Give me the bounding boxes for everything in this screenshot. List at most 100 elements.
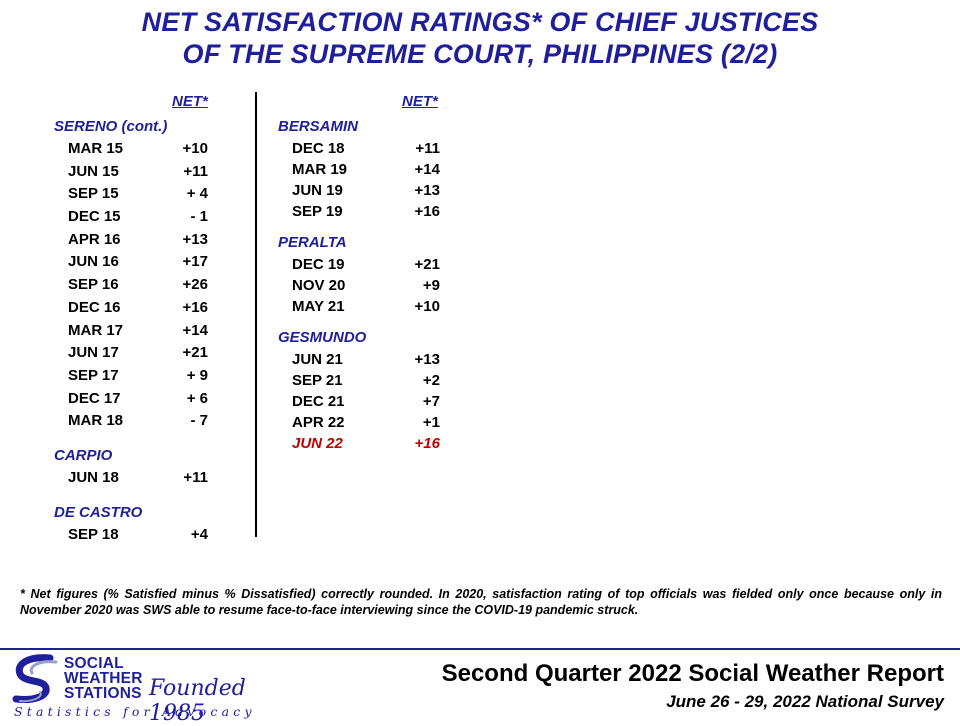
survey-period: DEC 21 (292, 393, 345, 410)
net-rating-value: +13 (182, 230, 208, 248)
survey-period: SEP 19 (292, 203, 343, 220)
left-column: NET* SERENO (cont.) MAR 15 +10 JUN 15 +11 SEP… (54, 92, 254, 546)
survey-period: MAR 18 (68, 412, 124, 430)
right-column-body: BERSAMIN DEC 18 +11 MAR 19 +14 JUN 19 +13 SEP 1… (278, 116, 478, 454)
net-rating-value: +9 (422, 277, 440, 294)
rating-row: MAR 19 +14 (278, 159, 478, 180)
rating-row: SEP 19 +16 (278, 201, 478, 222)
survey-period: SEP 15 (68, 185, 119, 203)
net-rating-value: +4 (190, 525, 208, 543)
survey-period: MAR 19 (292, 161, 348, 178)
net-rating-value: + 9 (186, 366, 208, 384)
rating-row: DEC 21 +7 (278, 391, 478, 412)
logo-founded: Founded 1985 (149, 676, 246, 726)
rating-row: JUN 15 +11 (54, 161, 254, 184)
survey-period: DEC 18 (292, 140, 345, 157)
net-rating-value: +11 (415, 140, 440, 157)
rating-row: SEP 15 + 4 (54, 183, 254, 206)
report-subtitle: June 26 - 29, 2022 National Survey (666, 692, 944, 711)
page-title: NET SATISFACTION RATINGS* OF CHIEF JUSTI… (0, 6, 960, 70)
net-rating-value: + 4 (186, 185, 208, 203)
sws-logo: SOCIAL WEATHER STATIONS Founded 1985 Sta… (10, 654, 290, 726)
survey-period: JUN 15 (68, 162, 119, 180)
survey-period: DEC 15 (68, 208, 121, 226)
net-rating-value: +13 (414, 351, 440, 368)
group-spacer (278, 317, 478, 327)
rating-row: MAY 21 +10 (278, 296, 478, 317)
net-rating-value: +2 (422, 372, 440, 389)
rating-row: DEC 19 +21 (278, 254, 478, 275)
net-rating-value: +11 (183, 162, 208, 180)
report-title: Second Quarter 2022 Social Weather Repor… (441, 660, 944, 687)
group-spacer (278, 222, 478, 232)
net-rating-value: +7 (422, 393, 440, 410)
rating-row: APR 16 +13 (54, 229, 254, 252)
survey-period: JUN 18 (68, 468, 119, 486)
rating-row: JUN 17 +21 (54, 342, 254, 365)
logo-line-2: WEATHER (64, 670, 143, 687)
net-header-right: NET* (402, 93, 438, 110)
chief-justice-name: CARPIO (54, 446, 113, 464)
rating-row: MAR 17 +14 (54, 320, 254, 343)
footnote: * Net figures (% Satisfied minus % Dissa… (20, 587, 942, 617)
survey-period: MAR 15 (68, 140, 124, 157)
rating-row: APR 22 +1 (278, 412, 478, 433)
survey-period: JUN 16 (68, 253, 119, 271)
net-rating-value: - 7 (190, 412, 208, 430)
survey-period: SEP 18 (68, 525, 119, 543)
net-rating-value: +17 (182, 253, 208, 271)
survey-period: APR 22 (292, 414, 345, 431)
rating-row: SEP 16 +26 (54, 274, 254, 297)
rating-row: SEP 17 + 9 (54, 365, 254, 388)
chief-justice-name: DE CASTRO (54, 503, 143, 521)
net-rating-value: + 6 (186, 389, 208, 407)
net-rating-value: +21 (182, 344, 208, 362)
survey-period: DEC 16 (68, 298, 121, 316)
net-rating-value: +10 (182, 140, 208, 157)
survey-period: JUN 22 (292, 435, 343, 452)
net-rating-value: - 1 (190, 208, 208, 226)
net-rating-value: +21 (414, 256, 440, 273)
logo-line-1: SOCIAL (64, 655, 124, 672)
net-header-left: NET* (172, 93, 208, 110)
net-rating-value: +14 (414, 161, 440, 178)
rating-row: JUN 16 +17 (54, 251, 254, 274)
net-rating-value: +1 (422, 414, 440, 431)
net-rating-value: +16 (182, 298, 208, 316)
survey-period: SEP 17 (68, 366, 119, 384)
net-rating-value: +10 (414, 298, 440, 315)
group-spacer (54, 433, 254, 445)
survey-period: SEP 21 (292, 372, 343, 389)
rating-row: MAR 15 +10 (54, 138, 254, 161)
survey-period: JUN 19 (292, 182, 343, 199)
logo-line-3: STATIONS (64, 685, 142, 702)
rating-row: JUN 21 +13 (278, 349, 478, 370)
rating-row: NOV 20 +9 (278, 275, 478, 296)
net-rating-value: +11 (183, 468, 208, 486)
chief-justice-name: PERALTA (278, 234, 347, 251)
survey-period: NOV 20 (292, 277, 346, 294)
group-spacer (54, 490, 254, 502)
net-rating-value: +16 (414, 203, 440, 220)
net-rating-value: +16 (414, 435, 440, 452)
survey-period: MAY 21 (292, 298, 345, 315)
net-rating-value: +26 (182, 276, 208, 294)
rating-row: DEC 16 +16 (54, 297, 254, 320)
rating-row: DEC 18 +11 (278, 138, 478, 159)
net-rating-value: +14 (182, 321, 208, 339)
net-rating-value: +13 (414, 182, 440, 199)
rating-row: DEC 17 + 6 (54, 388, 254, 411)
logo-wordmark: SOCIAL WEATHER STATIONS (64, 655, 143, 702)
logo-tagline: Statistics for Advocacy (14, 704, 256, 719)
survey-period: DEC 19 (292, 256, 345, 273)
column-divider (255, 92, 257, 537)
title-line-1: NET SATISFACTION RATINGS* OF CHIEF JUSTI… (141, 7, 819, 37)
survey-period: JUN 21 (292, 351, 343, 368)
rating-row: SEP 21 +2 (278, 370, 478, 391)
rating-row: DEC 15 - 1 (54, 206, 254, 229)
chief-justice-name: BERSAMIN (278, 118, 359, 135)
right-column: NET* BERSAMIN DEC 18 +11 MAR 19 +14 JUN 19 +13… (278, 92, 478, 454)
chief-justice-name: GESMUNDO (278, 329, 367, 346)
rating-row: SEP 18 +4 (54, 524, 254, 547)
survey-period: DEC 17 (68, 389, 121, 407)
